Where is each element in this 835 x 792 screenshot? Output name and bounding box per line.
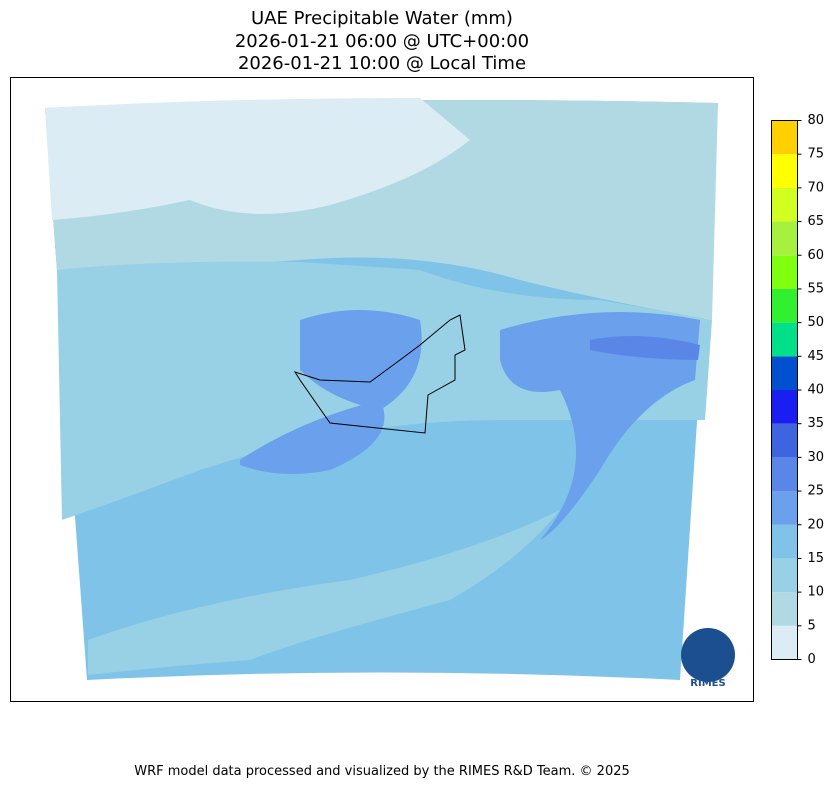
colorbar-tick-label: 25 (808, 484, 825, 499)
colorbar-swatch (771, 154, 798, 188)
colorbar-swatch (771, 187, 798, 222)
colorbar-tick-label: 40 (808, 383, 825, 398)
logo-emblem (681, 628, 735, 682)
colorbar-swatch (771, 322, 798, 357)
colorbar-swatch (771, 524, 798, 559)
colorbar-tick-label: 10 (808, 585, 825, 600)
logo-text: RIMES (690, 678, 725, 689)
colorbar-tick-label: 20 (808, 517, 825, 532)
contour (88, 510, 560, 675)
colorbar-tick-label: 5 (808, 618, 816, 633)
colorbar-tick-label: 65 (808, 214, 825, 229)
colorbar-swatch (771, 558, 798, 593)
colorbar-swatch (771, 255, 798, 289)
colorbar-swatch (771, 356, 798, 390)
colorbar-swatch (771, 221, 798, 256)
colorbar-tick-label: 45 (808, 349, 825, 364)
colorbar-swatch (771, 288, 798, 323)
footer: WRF model data processed and visualized … (134, 764, 630, 779)
colorbar-swatch (771, 457, 798, 492)
colorbar-frame (771, 120, 798, 660)
colorbar-swatch (771, 423, 798, 458)
colorbar-tick-label: 75 (808, 147, 825, 162)
colorbar-tick-label: 50 (808, 315, 825, 330)
colorbar: 0 5 10 15 20 25 30 35 40 45 50 55 60 65 70 75 80 (771, 113, 825, 667)
logo: RIMES (681, 628, 735, 689)
title-line: 2026-01-21 10:00 @ Local Time (238, 53, 526, 74)
contour (590, 336, 700, 360)
colorbar-swatch (771, 120, 798, 155)
colorbar-tick-label: 60 (808, 248, 825, 263)
colorbar-tick-label: 35 (808, 416, 825, 431)
contour (45, 98, 470, 220)
uae-border (293, 314, 466, 434)
colorbar-tick-label: 80 (808, 113, 825, 128)
contour (500, 312, 700, 540)
map (45, 98, 718, 680)
colorbar-swatch (771, 592, 798, 626)
contour (300, 310, 422, 410)
colorbar-tick-label: 0 (808, 652, 816, 667)
colorbar-tick-label: 70 (808, 180, 825, 195)
title-line: 2026-01-21 06:00 @ UTC+00:00 (235, 31, 529, 52)
colorbar-tick-label: 15 (808, 551, 825, 566)
title-line: UAE Precipitable Water (mm) (251, 8, 513, 29)
colorbar-swatch (771, 491, 798, 525)
colorbar-swatch (771, 390, 798, 424)
colorbar-tick-label: 30 (808, 450, 825, 465)
colorbar-swatch (771, 625, 798, 660)
colorbar-tick-label: 55 (808, 281, 825, 296)
contour (240, 400, 385, 474)
